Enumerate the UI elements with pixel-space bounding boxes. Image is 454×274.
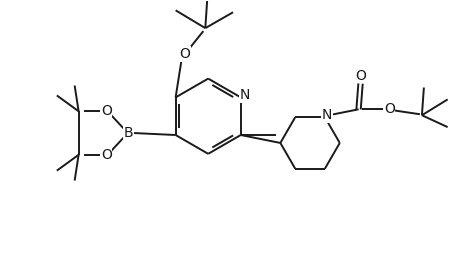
Text: O: O bbox=[101, 104, 112, 118]
Text: O: O bbox=[179, 47, 190, 61]
Text: N: N bbox=[322, 108, 332, 122]
Text: O: O bbox=[384, 102, 395, 116]
Text: B: B bbox=[123, 126, 133, 140]
Text: O: O bbox=[355, 69, 366, 83]
Text: N: N bbox=[240, 89, 250, 102]
Text: O: O bbox=[101, 148, 112, 162]
